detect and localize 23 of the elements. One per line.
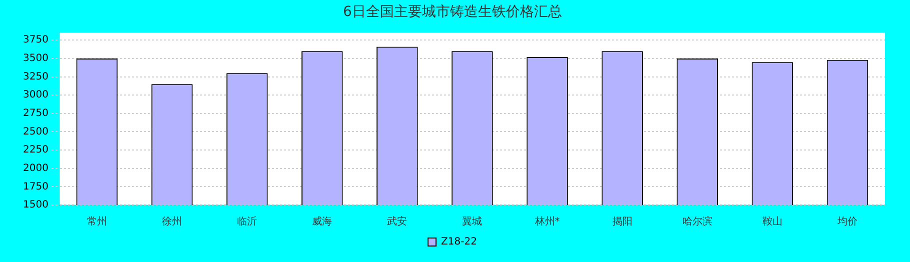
y-tick-label: 2750 — [22, 108, 48, 119]
x-tick-label: 哈尔滨 — [682, 216, 712, 228]
x-tick-label: 威海 — [312, 216, 332, 228]
x-tick-label: 林州* — [534, 216, 560, 228]
x-tick-label: 临沂 — [237, 216, 258, 228]
y-tick-label: 3500 — [22, 53, 48, 64]
x-tick-label: 揭阳 — [612, 216, 632, 228]
x-tick-label: 常州 — [86, 216, 107, 228]
y-tick-label: 2250 — [22, 144, 48, 156]
y-tick-label: 1500 — [22, 200, 48, 211]
y-tick-label: 3750 — [22, 34, 48, 46]
x-tick-label: 徐州 — [162, 216, 182, 228]
y-tick-label: 1750 — [22, 181, 48, 192]
y-tick-label: 2000 — [22, 162, 48, 174]
y-tick-label: 3000 — [22, 90, 48, 101]
y-tick-label: 3250 — [22, 71, 48, 82]
chart-title: 6日全国主要城市铸造生铁价格汇总 — [343, 4, 562, 20]
x-tick-label: 鞍山 — [762, 216, 782, 228]
y-tick-label: 2500 — [22, 126, 48, 138]
x-tick-label: 均价 — [836, 216, 858, 228]
legend-label: Z18-22 — [441, 236, 477, 248]
x-tick-label: 武安 — [387, 216, 408, 228]
x-tick-label: 翼城 — [462, 216, 482, 228]
